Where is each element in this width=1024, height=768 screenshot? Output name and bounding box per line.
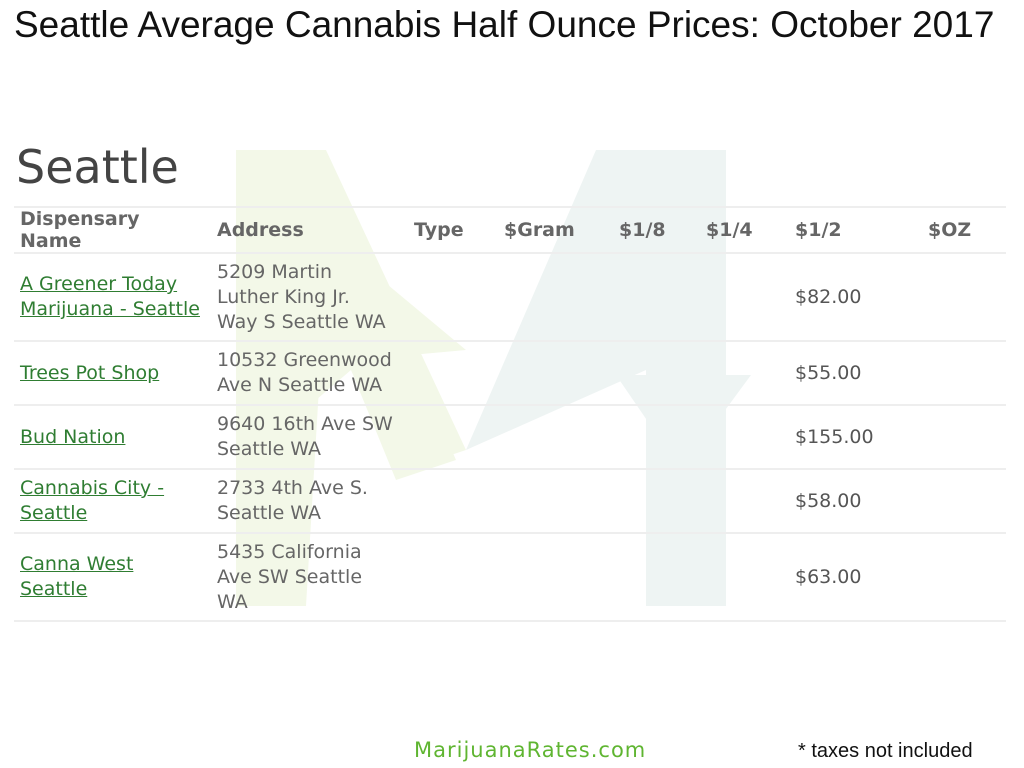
- column-header-dispensary-name: Dispensary Name: [14, 206, 211, 253]
- type-cell: [408, 404, 498, 469]
- dispensary-link[interactable]: A Greener Today Marijuana - Seattle: [20, 273, 200, 320]
- dispensary-name-line: Bud Nation: [20, 425, 126, 448]
- column-header-eighth: $1/8: [613, 206, 700, 253]
- address-cell: 5209 Martin Luther King Jr. Way S Seattle …: [211, 252, 408, 341]
- dispensary-link[interactable]: Bud Nation: [20, 426, 125, 448]
- half-price-cell: $63.00: [789, 532, 922, 622]
- address-line: 10532 Greenwood: [217, 349, 392, 371]
- tax-footnote: * taxes not included: [798, 740, 973, 762]
- half-price-cell: $55.00: [789, 340, 922, 405]
- eighth-price-cell: [613, 252, 700, 341]
- quarter-price-cell: [700, 468, 789, 533]
- address-line: WA: [217, 590, 248, 613]
- dispensary-link[interactable]: Cannabis City - Seattle: [20, 477, 164, 524]
- column-header-gram: $Gram: [498, 206, 613, 253]
- dispensary-name-line: Trees Pot Shop: [20, 361, 160, 384]
- dispensary-name-line: Seattle: [20, 502, 88, 524]
- type-cell: [408, 340, 498, 405]
- type-cell: [408, 468, 498, 533]
- address-line: 2733 4th Ave S.: [217, 477, 368, 499]
- gram-price-cell: [498, 252, 613, 341]
- half-price-cell: $82.00: [789, 252, 922, 341]
- gram-price-cell: [498, 340, 613, 405]
- gram-price-cell: [498, 532, 613, 622]
- quarter-price-cell: [700, 252, 789, 341]
- dispensary-name-line: Canna West: [20, 553, 134, 575]
- address-cell: 9640 16th Ave SW Seattle WA: [211, 404, 408, 469]
- page-title: Seattle Average Cannabis Half Ounce Pric…: [14, 4, 995, 45]
- table-row: Trees Pot Shop 10532 Greenwood Ave N Seat…: [14, 340, 1006, 405]
- type-cell: [408, 252, 498, 341]
- quarter-price-cell: [700, 340, 789, 405]
- dispensary-name-line: Marijuana - Seattle: [20, 298, 200, 320]
- address-line: Ave SW Seattle: [217, 565, 363, 588]
- dispensary-link[interactable]: Trees Pot Shop: [20, 362, 159, 384]
- half-price-cell: $58.00: [789, 468, 922, 533]
- dispensary-name-line: Cannabis City -: [20, 477, 165, 499]
- eighth-price-cell: [613, 468, 700, 533]
- ounce-price-cell: [922, 340, 1006, 405]
- section-title: Seattle: [16, 140, 179, 194]
- address-line: 5209 Martin: [217, 260, 333, 283]
- table-row: Bud Nation 9640 16th Ave SW Seattle WA $1…: [14, 404, 1006, 469]
- address-line: Luther King Jr.: [217, 285, 350, 308]
- address-line: Seattle WA: [217, 438, 322, 460]
- price-table: Dispensary Name Address Type $Gram $1/8 …: [14, 206, 1006, 622]
- address-cell: 5435 California Ave SW Seattle WA: [211, 532, 408, 622]
- address-line: 9640 16th Ave SW: [217, 413, 393, 435]
- dispensary-name-cell: A Greener Today Marijuana - Seattle: [14, 252, 211, 341]
- address-line: Ave N Seattle WA: [217, 374, 383, 396]
- site-brand: MarijuanaRates.com: [414, 738, 647, 762]
- column-header-address: Address: [211, 206, 408, 253]
- ounce-price-cell: [922, 532, 1006, 622]
- ounce-price-cell: [922, 468, 1006, 533]
- address-cell: 2733 4th Ave S. Seattle WA: [211, 468, 408, 533]
- dispensary-link[interactable]: Canna West Seattle: [20, 553, 133, 600]
- quarter-price-cell: [700, 404, 789, 469]
- address-cell: 10532 Greenwood Ave N Seattle WA: [211, 340, 408, 405]
- dispensary-name-line: A Greener Today: [20, 273, 178, 295]
- dispensary-name-line: Seattle: [20, 578, 88, 600]
- eighth-price-cell: [613, 340, 700, 405]
- quarter-price-cell: [700, 532, 789, 622]
- ounce-price-cell: [922, 404, 1006, 469]
- eighth-price-cell: [613, 532, 700, 622]
- gram-price-cell: [498, 404, 613, 469]
- column-header-half: $1/2: [789, 206, 922, 253]
- type-cell: [408, 532, 498, 622]
- table-row: A Greener Today Marijuana - Seattle 5209 …: [14, 252, 1006, 341]
- dispensary-name-cell: Cannabis City - Seattle: [14, 468, 211, 533]
- dispensary-name-cell: Trees Pot Shop: [14, 340, 211, 405]
- dispensary-name-cell: Canna West Seattle: [14, 532, 211, 622]
- half-price-cell: $155.00: [789, 404, 922, 469]
- gram-price-cell: [498, 468, 613, 533]
- ounce-price-cell: [922, 252, 1006, 341]
- table-header-row: Dispensary Name Address Type $Gram $1/8 …: [14, 206, 1006, 253]
- column-header-quarter: $1/4: [700, 206, 789, 253]
- column-header-ounce: $OZ: [922, 206, 1006, 253]
- address-line: Way S Seattle WA: [217, 310, 386, 333]
- table-row: Cannabis City - Seattle 2733 4th Ave S. Se…: [14, 468, 1006, 533]
- address-line: 5435 California: [217, 540, 362, 563]
- table-row: Canna West Seattle 5435 California Ave SW …: [14, 532, 1006, 622]
- address-line: Seattle WA: [217, 502, 322, 524]
- eighth-price-cell: [613, 404, 700, 469]
- dispensary-name-cell: Bud Nation: [14, 404, 211, 469]
- column-header-type: Type: [408, 206, 498, 253]
